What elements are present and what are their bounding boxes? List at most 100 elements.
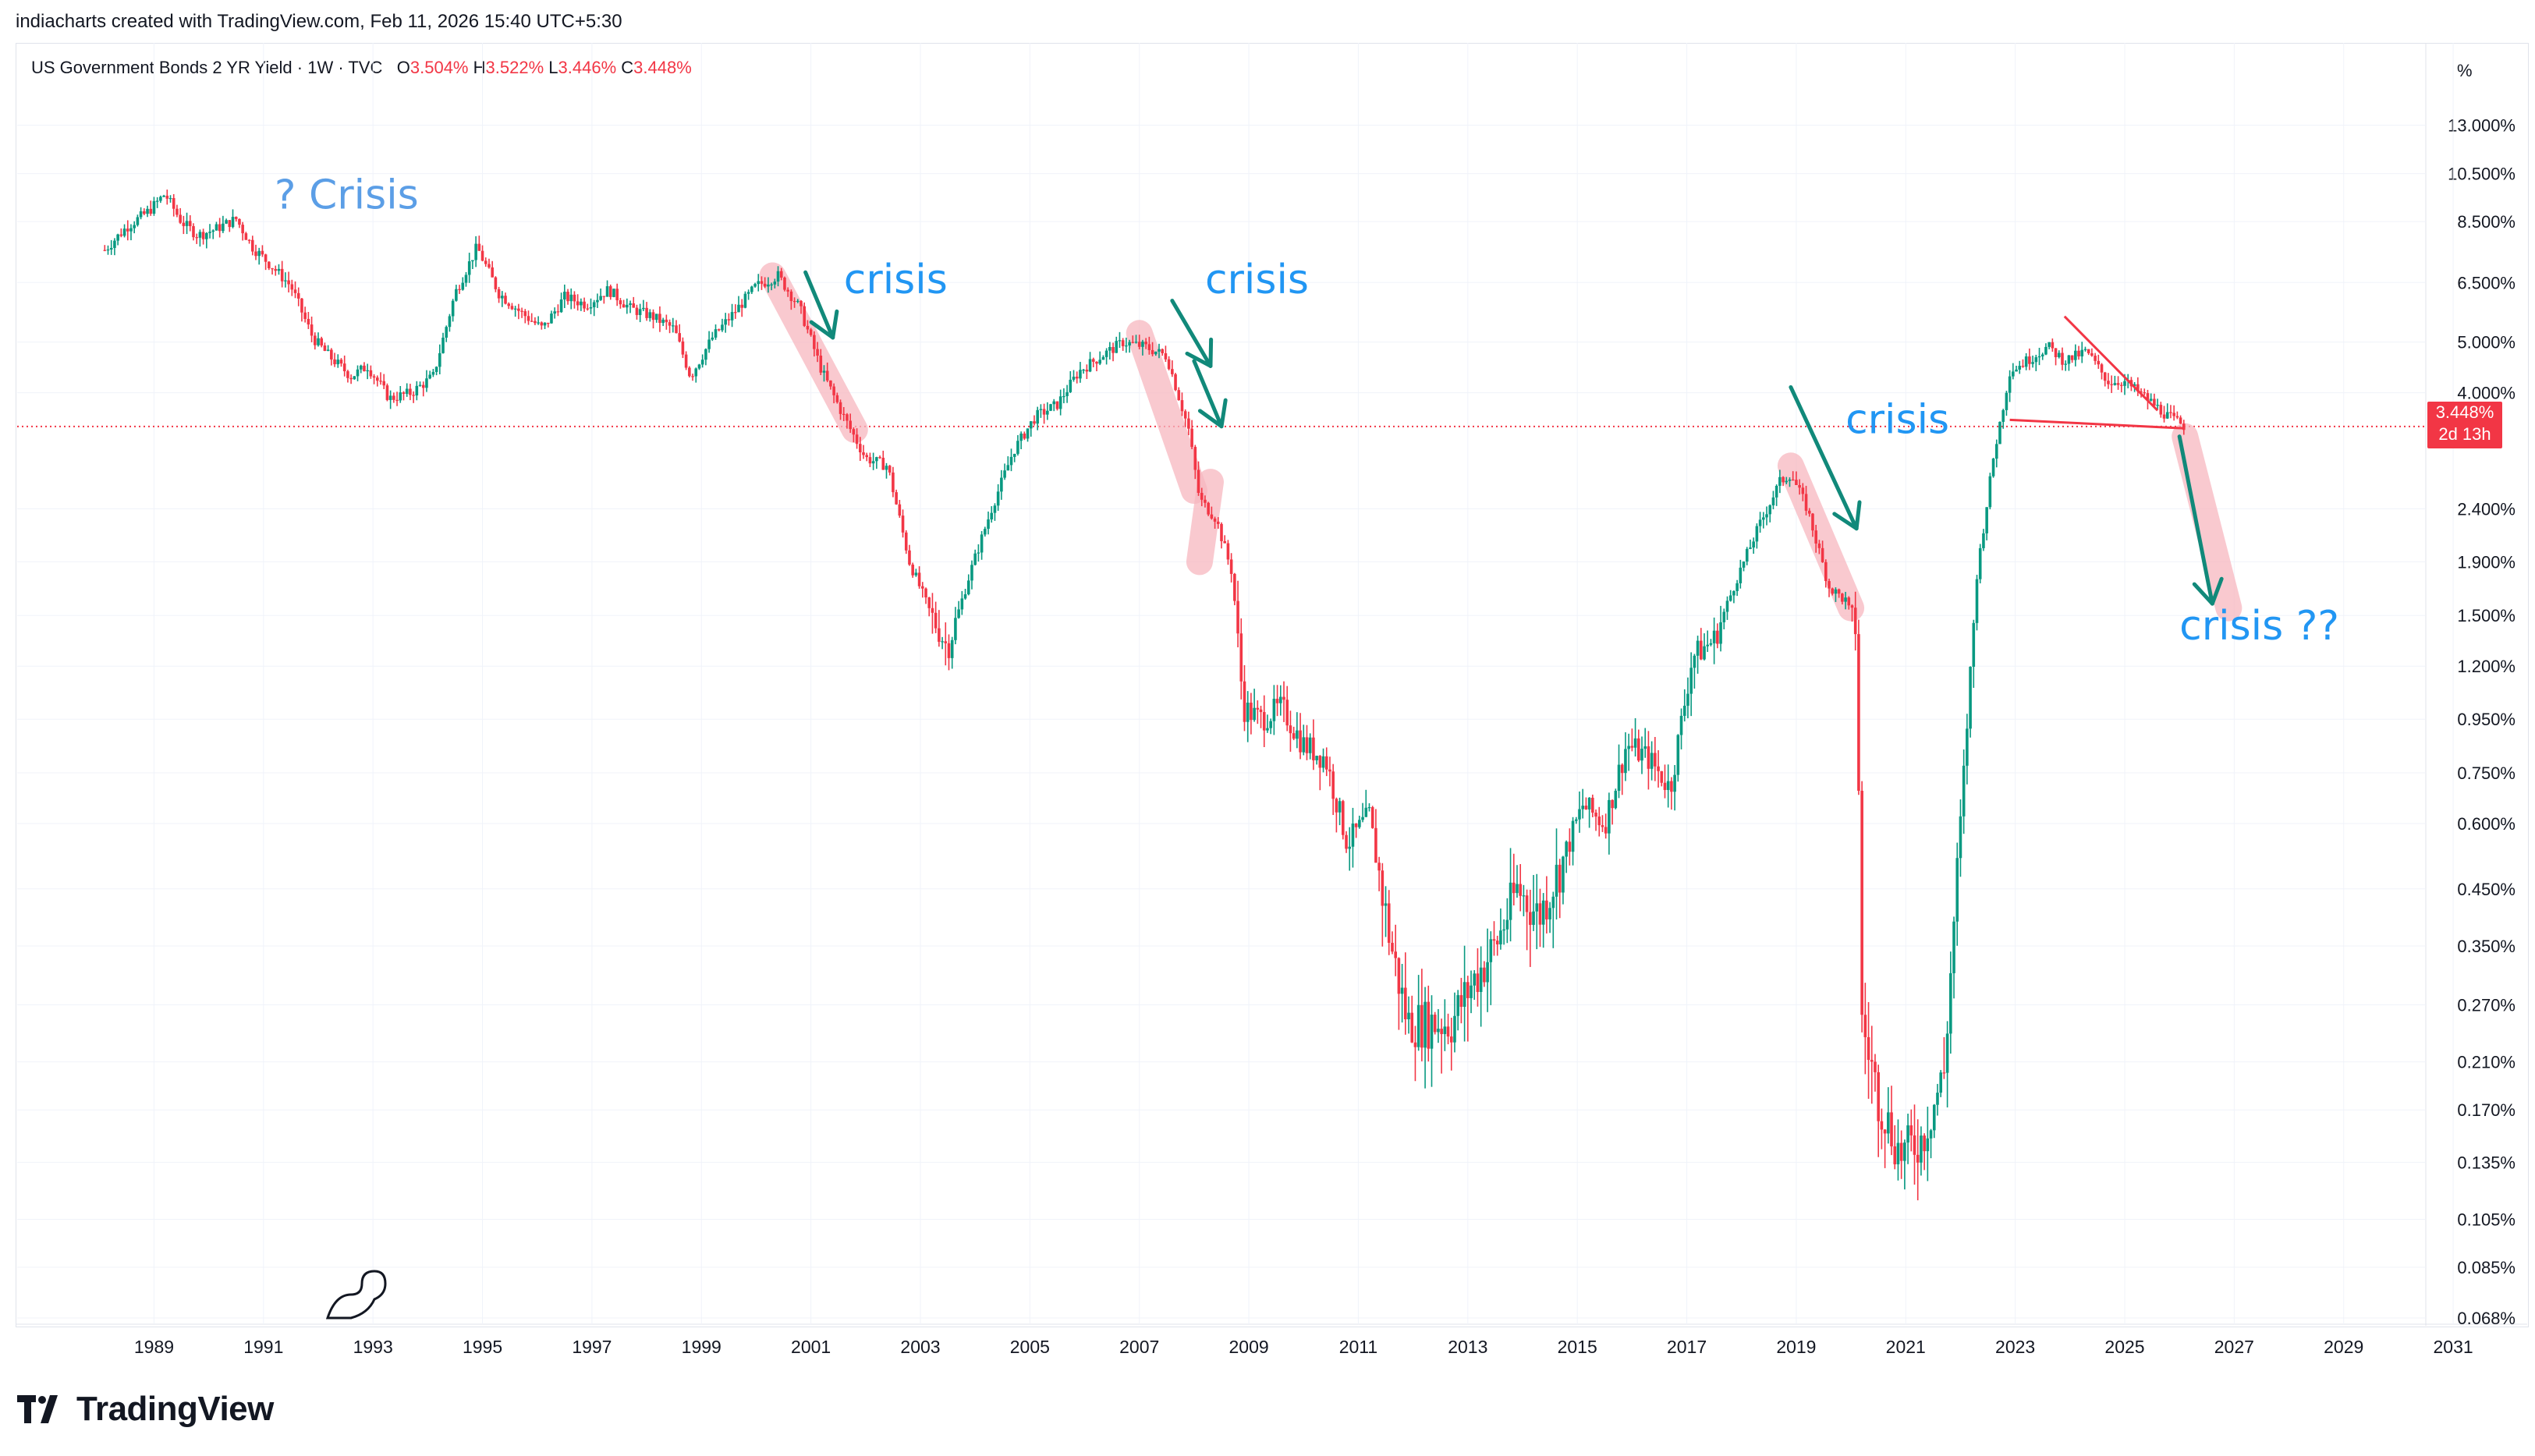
x-tick-label: 2013 xyxy=(1448,1337,1487,1357)
candle-body xyxy=(1430,1015,1434,1049)
candle-body xyxy=(356,369,360,377)
candle-body xyxy=(274,268,278,271)
candle-body xyxy=(1565,841,1568,857)
candle-body xyxy=(1046,410,1049,415)
candle-body xyxy=(835,395,839,402)
candle-body xyxy=(2018,366,2022,370)
candle-body xyxy=(783,277,786,290)
candle-body xyxy=(333,359,336,365)
candle-body xyxy=(632,303,636,308)
candle-body xyxy=(1558,864,1562,893)
symbol-title[interactable]: US Government Bonds 2 YR Yield · 1W · TV… xyxy=(31,58,383,77)
candle-body xyxy=(1608,799,1611,834)
candle-body xyxy=(1932,1104,1936,1131)
candle-body xyxy=(1462,982,1466,1007)
candle-body xyxy=(1679,715,1683,735)
candle-body xyxy=(421,384,425,388)
candle-body xyxy=(957,609,960,618)
candle-body xyxy=(523,311,527,317)
candle-body xyxy=(1220,523,1223,541)
candle-body xyxy=(1112,347,1115,353)
candle-body xyxy=(1949,972,1952,1034)
candle-body xyxy=(1640,749,1643,761)
candle-body xyxy=(1587,797,1591,809)
candle-body xyxy=(2067,355,2071,364)
candle-body xyxy=(2054,348,2058,357)
candle-body xyxy=(668,322,672,326)
candle-body xyxy=(363,365,366,372)
candle-body xyxy=(904,532,908,551)
candle-body xyxy=(1115,341,1119,353)
candle-body xyxy=(914,572,918,576)
candle-body xyxy=(671,325,675,327)
candle-body xyxy=(507,303,511,306)
candle-body xyxy=(185,221,189,226)
candle-body xyxy=(451,300,455,317)
candle-body xyxy=(1075,377,1079,379)
candle-body xyxy=(323,345,327,351)
candle-body xyxy=(1853,608,1857,635)
candle-body xyxy=(211,230,215,232)
candle-body xyxy=(425,378,428,388)
candle-body xyxy=(908,550,911,565)
candle-body xyxy=(1239,633,1243,682)
x-tick-label: 2011 xyxy=(1339,1337,1377,1357)
candle-body xyxy=(612,289,615,297)
candle-body xyxy=(1722,611,1726,622)
candle-body xyxy=(484,260,488,264)
candle-body xyxy=(2048,342,2051,347)
candle-body xyxy=(888,466,892,473)
candle-body xyxy=(418,384,422,386)
candle-body xyxy=(1972,622,1976,668)
x-tick-label: 2009 xyxy=(1229,1337,1269,1357)
candle-body xyxy=(1104,350,1108,357)
candle-body xyxy=(763,283,767,287)
candle-body xyxy=(1660,771,1664,783)
bar-countdown: 2d 13h xyxy=(2438,424,2491,444)
y-tick-label: 1.500% xyxy=(2457,606,2516,625)
last-price-value: 3.448% xyxy=(2435,402,2494,422)
candle-body xyxy=(944,641,948,643)
candle-body xyxy=(849,420,852,430)
candle-body xyxy=(491,267,494,278)
candle-body xyxy=(501,296,504,299)
x-tick-label: 1989 xyxy=(134,1337,174,1357)
candle-body xyxy=(1512,882,1516,894)
candle-body xyxy=(1489,939,1493,962)
chart-frame xyxy=(16,43,2529,1327)
candle-body xyxy=(1516,884,1519,894)
candle-body xyxy=(1814,530,1817,544)
candle-body xyxy=(441,337,445,353)
candle-body xyxy=(1739,567,1743,583)
candle-body xyxy=(1042,409,1046,415)
candle-body xyxy=(1391,942,1394,952)
candle-body xyxy=(816,349,819,356)
candle-body xyxy=(1069,379,1072,392)
chart-attribution: indiacharts created with TradingView.com… xyxy=(16,11,622,32)
y-axis-unit-label: % xyxy=(2457,61,2473,80)
candle-body xyxy=(133,225,136,228)
candle-body xyxy=(767,284,770,287)
candle-body xyxy=(1636,738,1640,761)
tradingview-logo[interactable]: TradingView xyxy=(17,1390,274,1429)
candle-body xyxy=(366,370,369,372)
candle-body xyxy=(1969,667,1972,729)
arrow-2026 xyxy=(2177,434,2214,606)
candle-body xyxy=(372,376,376,378)
candle-body xyxy=(2097,360,2101,365)
candle-body xyxy=(152,200,156,214)
chart-annotation-text: crisis xyxy=(1845,396,1949,443)
x-tick-label: 2017 xyxy=(1667,1337,1707,1357)
candle-body xyxy=(990,512,994,520)
arrow-2008b-head xyxy=(1219,398,1228,429)
candle-body xyxy=(1920,1135,1923,1163)
candle-body xyxy=(434,367,438,372)
y-tick-label: 0.270% xyxy=(2457,996,2516,1015)
candle-body xyxy=(1699,640,1703,660)
candle-body xyxy=(1584,806,1588,809)
candle-body xyxy=(208,232,211,233)
candle-body xyxy=(261,250,264,255)
candle-body xyxy=(1062,395,1065,398)
candle-body xyxy=(2024,356,2028,367)
